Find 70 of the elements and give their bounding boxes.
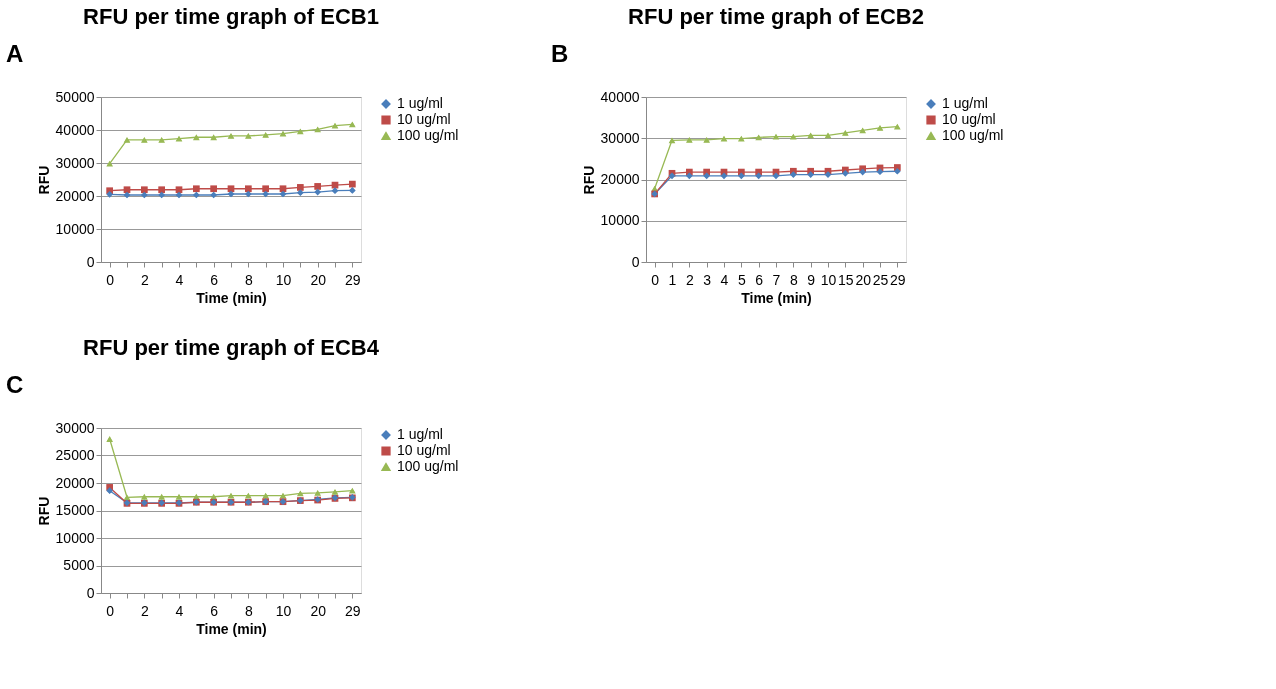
chart-title: RFU per time graph of ECB1: [83, 4, 379, 29]
x-tick-label: 6: [210, 271, 219, 288]
x-tick-label: 25: [872, 271, 889, 288]
x-tick-label: 29: [345, 271, 361, 288]
y-tick-label: 0: [631, 253, 640, 270]
legend-label: 1 ug/ml: [397, 95, 443, 111]
legend-label: 1 ug/ml: [397, 426, 443, 442]
x-tick-label: 2: [140, 602, 149, 619]
x-tick-label: 20: [310, 602, 327, 619]
x-tick-label: 29: [345, 602, 361, 619]
y-tick-label: 20000: [55, 474, 95, 491]
x-tick-label: 20: [310, 271, 327, 288]
y-tick-label: 30000: [600, 129, 640, 146]
x-tick-label: 4: [175, 271, 184, 288]
x-tick-label: 4: [175, 602, 184, 619]
x-tick-label: 10: [820, 271, 837, 288]
chart-title: RFU per time graph of ECB4: [83, 335, 380, 360]
legend-label: 100 ug/ml: [942, 127, 1004, 143]
y-tick-label: 10000: [55, 220, 95, 237]
y-tick-label: 30000: [55, 154, 95, 171]
x-tick-label: 0: [651, 271, 660, 288]
x-tick-label: 3: [703, 271, 712, 288]
x-tick-label: 29: [890, 271, 906, 288]
y-tick-label: 40000: [55, 121, 95, 138]
chart-title: RFU per time graph of ECB2: [628, 4, 924, 29]
y-tick-label: 10000: [55, 529, 95, 546]
legend-label: 10 ug/ml: [397, 442, 451, 458]
legend-label: 10 ug/ml: [397, 111, 451, 127]
legend-label: 10 ug/ml: [942, 111, 996, 127]
x-tick-label: 7: [772, 271, 781, 288]
legend-label: 100 ug/ml: [397, 458, 459, 474]
x-tick-label: 8: [244, 602, 253, 619]
x-tick-label: 8: [789, 271, 798, 288]
x-axis-title: Time (min): [741, 289, 812, 306]
x-tick-label: 20: [855, 271, 872, 288]
y-axis-title: RFU: [580, 165, 597, 195]
y-axis-title: RFU: [35, 496, 52, 526]
x-tick-label: 0: [106, 271, 115, 288]
y-tick-label: 40000: [600, 88, 640, 105]
x-tick-label: 1: [668, 271, 677, 288]
x-tick-label: 2: [140, 271, 149, 288]
y-tick-label: 15000: [55, 502, 95, 518]
x-axis-title: Time (min): [196, 289, 267, 306]
y-tick-label: 20000: [600, 171, 640, 187]
y-tick-label: 20000: [55, 187, 95, 204]
y-tick-label: 25000: [55, 447, 95, 463]
x-tick-label: 6: [755, 271, 764, 288]
x-tick-label: 15: [838, 271, 854, 288]
legend-label: 100 ug/ml: [397, 127, 459, 143]
y-tick-label: 5000: [63, 557, 95, 573]
x-tick-label: 10: [275, 602, 292, 619]
legend-label: 1 ug/ml: [942, 95, 988, 111]
x-tick-label: 0: [106, 602, 115, 619]
text: B: [551, 40, 569, 67]
text: C: [6, 371, 24, 398]
text: A: [6, 40, 24, 67]
x-tick-label: 5: [737, 271, 746, 288]
x-tick-label: 10: [275, 271, 292, 288]
y-tick-label: 10000: [600, 212, 640, 229]
x-tick-label: 6: [210, 602, 219, 619]
x-axis-title: Time (min): [196, 620, 267, 637]
y-tick-label: 50000: [55, 88, 95, 105]
x-tick-label: 2: [685, 271, 694, 288]
x-tick-label: 9: [807, 271, 816, 288]
y-axis-title: RFU: [35, 165, 52, 195]
y-tick-label: 0: [86, 584, 95, 601]
y-tick-label: 0: [86, 253, 95, 270]
y-tick-label: 30000: [55, 419, 95, 436]
x-tick-label: 4: [720, 271, 729, 288]
x-tick-label: 8: [244, 271, 253, 288]
